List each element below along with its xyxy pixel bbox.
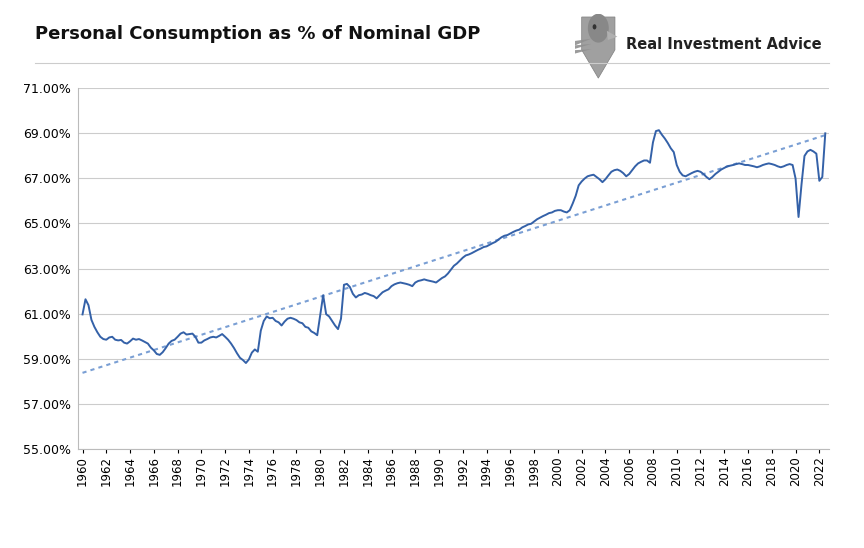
Polygon shape [557,49,591,57]
Polygon shape [607,31,617,40]
Text: Real Investment Advice: Real Investment Advice [626,37,822,53]
Circle shape [588,14,609,43]
Polygon shape [581,17,615,78]
Polygon shape [568,39,591,47]
Text: Personal Consumption as % of Nominal GDP: Personal Consumption as % of Nominal GDP [35,25,480,43]
Circle shape [593,24,596,30]
Polygon shape [561,44,591,52]
